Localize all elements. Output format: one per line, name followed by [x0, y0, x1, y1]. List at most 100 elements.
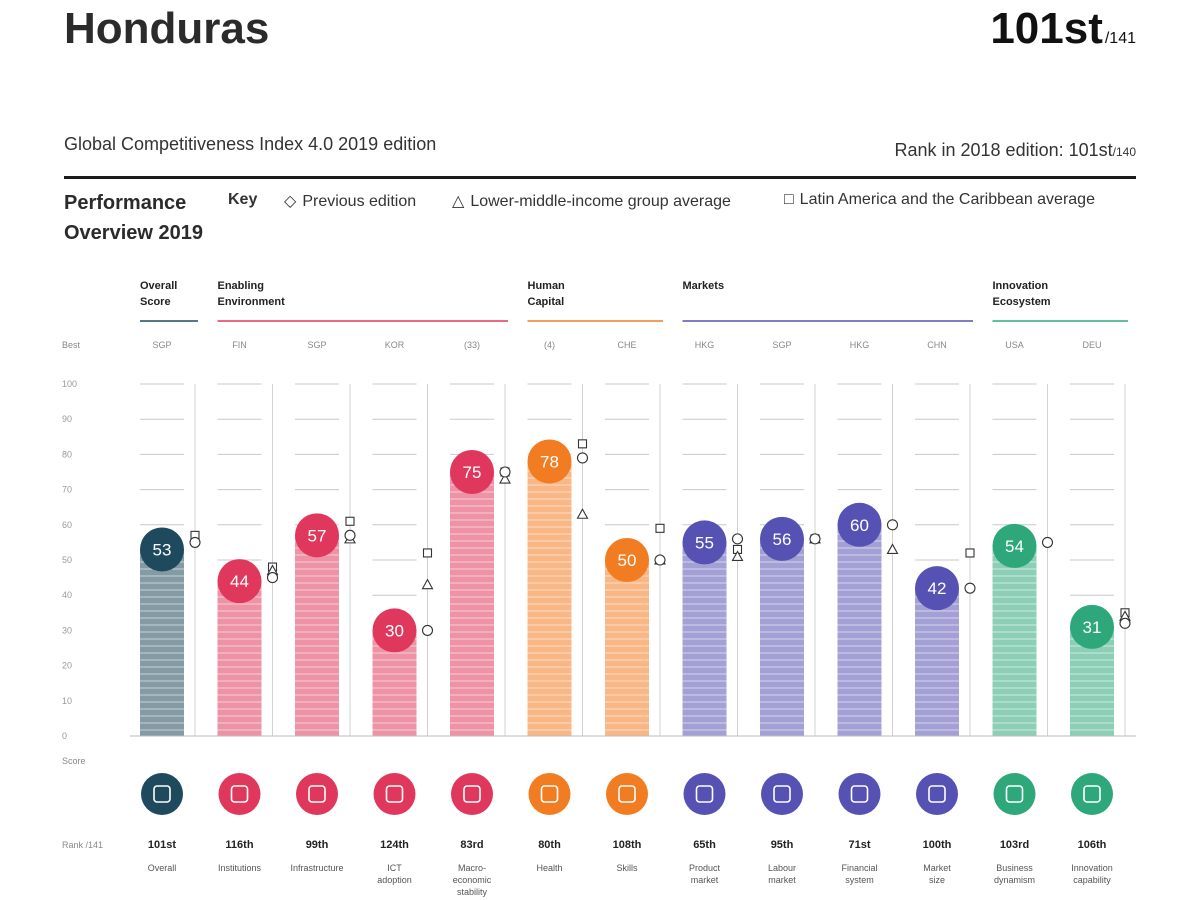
- score-bar-9: [837, 524, 882, 736]
- score-bar-1: [217, 581, 262, 736]
- key-previous-edition: ◇ Previous edition: [284, 191, 416, 211]
- best-economy-11: USA: [1005, 340, 1024, 350]
- pillar-label-10: Market: [923, 863, 951, 873]
- previous-edition-marker-2: [344, 529, 356, 541]
- score-circle-9: [837, 502, 882, 547]
- infrastructure-icon-glyph: [308, 785, 326, 803]
- score-value-7: 55: [695, 533, 714, 552]
- tag-icon-glyph: [695, 785, 714, 803]
- pillar-label-4: economic: [453, 875, 492, 885]
- heart-pulse-icon: [528, 773, 571, 815]
- score-value-3: 30: [385, 621, 404, 640]
- score-bar-0: [140, 549, 184, 736]
- previous-edition-marker-7: [731, 533, 744, 545]
- country-title: Honduras: [64, 4, 270, 53]
- previous-edition-marker-11: [1041, 536, 1054, 548]
- pillar-label-4: stability: [457, 887, 488, 897]
- score-circle-7: [682, 520, 727, 565]
- y-tick-label: 10: [62, 696, 72, 706]
- card-icon: [838, 773, 881, 815]
- pillar-rank-8: 95th: [771, 839, 794, 851]
- pillar-rank-6: 108th: [613, 839, 642, 851]
- pillar-rank-7: 65th: [693, 839, 716, 851]
- pillar-label-11: dynamism: [994, 875, 1035, 885]
- pillar-label-4: Macro-: [458, 863, 486, 873]
- edition-label: Global Competitiveness Index 4.0 2019 ed…: [64, 134, 437, 154]
- people-icon: [761, 773, 803, 815]
- best-economy-10: CHN: [927, 340, 947, 350]
- pillar-label-12: capability: [1073, 875, 1111, 885]
- score-circle-3: [372, 608, 417, 653]
- pillar-rank-9: 71st: [848, 839, 870, 851]
- score-circle-1: [217, 559, 262, 604]
- rank-2018-total: /140: [1112, 145, 1136, 159]
- score-bar-2: [295, 535, 339, 736]
- score-bar-8: [760, 538, 804, 736]
- pillar-label-7: Product: [689, 863, 721, 873]
- pillar-label-8: Labour: [768, 863, 796, 873]
- group-label-1: Enabling: [218, 280, 264, 292]
- score-value-6: 50: [618, 551, 637, 570]
- key-region-label: Latin America and the Caribbean average: [799, 191, 1095, 208]
- score-bar-11: [992, 545, 1037, 736]
- institution-icon: [218, 773, 261, 815]
- score-value-9: 60: [850, 516, 869, 535]
- best-economy-12: DEU: [1082, 340, 1101, 350]
- income-group-marker-9: [886, 543, 899, 554]
- pillar-rank-0: 101st: [148, 839, 176, 851]
- performance-title-line2: Overview 2019: [64, 222, 203, 244]
- y-tick-label: 90: [62, 414, 72, 424]
- income-group-marker-7: [731, 550, 744, 562]
- performance-chart: Overall Score Enabling Environment Human Capi…: [62, 280, 1136, 897]
- best-economy-0: SGP: [152, 340, 171, 350]
- best-economy-8: SGP: [772, 340, 791, 350]
- previous-edition-marker-4: [499, 466, 511, 478]
- best-economy-4: (33): [464, 340, 480, 350]
- score-circle-8: [760, 516, 804, 561]
- group-label-4: Ecosystem: [993, 296, 1051, 308]
- y-tick-label: 50: [62, 555, 72, 565]
- overall-rank-total: /141: [1104, 30, 1136, 47]
- key-label: Key: [228, 191, 258, 208]
- overall-rank: 101st/141: [990, 4, 1136, 54]
- score-circle-4: [450, 450, 494, 494]
- score-bar-10: [915, 588, 959, 736]
- infrastructure-icon: [296, 773, 338, 815]
- expand-icon-glyph: [928, 785, 946, 803]
- region-average-marker-2: [345, 516, 355, 526]
- pillar-label-8: market: [768, 875, 796, 885]
- key-income-group: △ Lower-middle-income group average: [452, 191, 731, 211]
- best-economy-5: (4): [544, 340, 555, 350]
- score-value-12: 31: [1083, 618, 1102, 637]
- group-label-2: Capital: [528, 296, 565, 308]
- income-group-marker-4: [499, 472, 511, 484]
- score-circle-0: [140, 527, 184, 572]
- heart-pulse-icon-glyph: [540, 785, 559, 803]
- medal-icon-glyph: [153, 785, 171, 803]
- overall-rank-value: 101st: [990, 4, 1103, 53]
- score-circle-10: [915, 566, 959, 611]
- square-icon: □: [784, 191, 794, 208]
- rank-2018-label: Rank in 2018 edition: 101st: [894, 140, 1113, 160]
- region-average-marker-6: [655, 523, 665, 533]
- performance-title-line1: Performance: [64, 192, 187, 214]
- header-divider: [64, 176, 1136, 179]
- key-income-label: Lower-middle-income group average: [470, 193, 731, 210]
- pillar-label-9: system: [845, 875, 874, 885]
- key-previous-label: Previous edition: [302, 193, 417, 210]
- bulb-icon-glyph: [1083, 785, 1101, 803]
- pillar-rank-12: 106th: [1078, 839, 1107, 851]
- best-economy-3: KOR: [385, 340, 405, 350]
- y-tick-label: 40: [62, 590, 72, 600]
- group-label-2: Human: [528, 280, 566, 292]
- triangle-icon: △: [452, 193, 465, 210]
- score-value-10: 42: [928, 579, 947, 598]
- pillar-label-2: Infrastructure: [290, 863, 343, 873]
- best-label: Best: [62, 340, 81, 350]
- score-value-5: 78: [540, 452, 559, 471]
- card-icon-glyph: [850, 785, 869, 803]
- pillar-rank-11: 103rd: [1000, 839, 1029, 851]
- y-tick-label: 20: [62, 661, 72, 671]
- previous-edition-marker-9: [886, 519, 899, 531]
- diamond-icon: ◇: [284, 193, 297, 210]
